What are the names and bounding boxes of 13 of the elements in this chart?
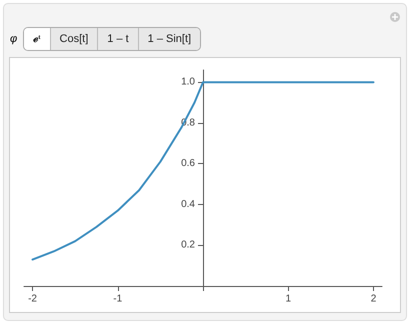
y-tick-label: 0.6: [181, 158, 196, 170]
text: 1 – t: [97, 28, 138, 50]
y-tick-label: 0.4: [181, 198, 196, 210]
y-tick-label: 1.0: [181, 76, 196, 88]
x-tick-label: -2: [28, 294, 38, 304]
text: ℯᵗ: [24, 28, 50, 50]
x-tick-label: -1: [113, 294, 123, 304]
text: 1 – Sin[t]: [138, 28, 200, 50]
x-tick-label: 1: [285, 294, 292, 304]
y-tick-label: 0.2: [181, 240, 196, 251]
text: Cos[t]: [50, 28, 98, 50]
text: φ: [10, 33, 18, 45]
x-tick-label: 2: [370, 294, 377, 304]
